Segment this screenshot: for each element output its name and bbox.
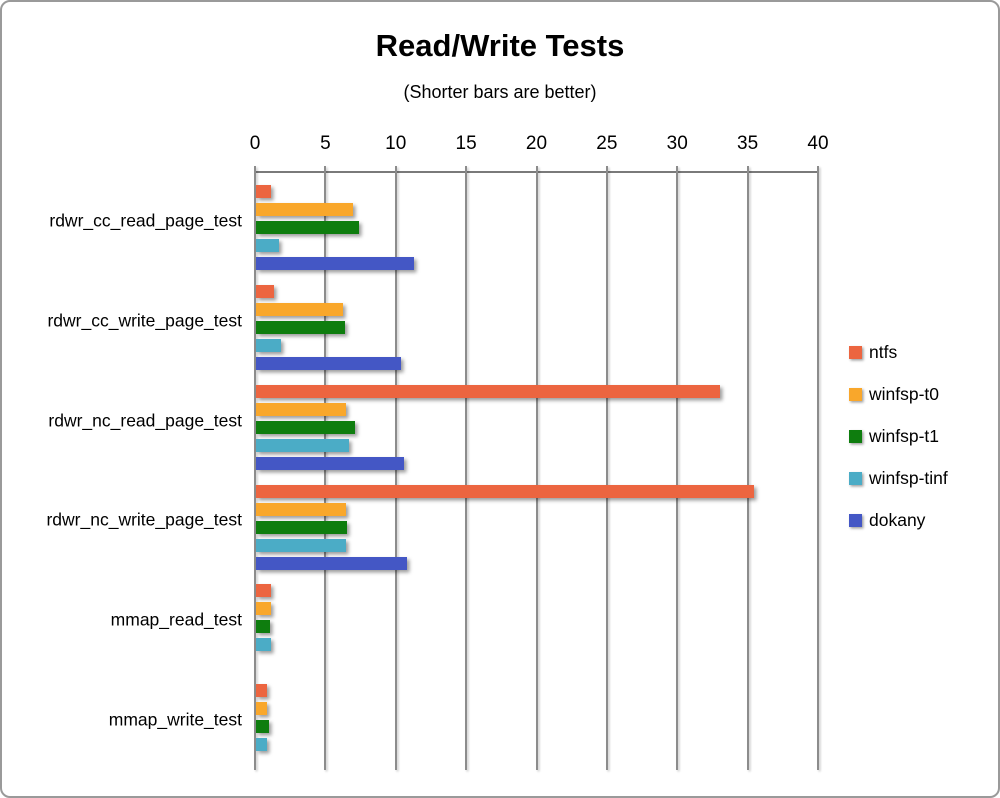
legend-item-winfsp-t1: winfsp-t1 [849, 425, 948, 446]
bar-winfsp-tinf [256, 339, 282, 352]
bar-winfsp-tinf [256, 539, 347, 552]
category-label: rdwr_nc_read_page_test [48, 410, 242, 431]
bar-dokany [256, 357, 401, 370]
bar-winfsp-tinf [256, 439, 349, 452]
bar-dokany [256, 257, 414, 270]
bar-dokany [256, 557, 407, 570]
bar-ntfs [256, 584, 272, 597]
category-label: mmap_write_test [108, 709, 242, 730]
x-tick-label: 15 [455, 133, 477, 154]
bar-winfsp-t1 [256, 521, 348, 534]
gridline [746, 166, 749, 770]
category-label: rdwr_nc_write_page_test [46, 509, 242, 530]
bar-ntfs [256, 485, 755, 498]
legend-item-winfsp-tinf: winfsp-tinf [849, 467, 948, 488]
gridline [676, 166, 679, 770]
legend-swatch-winfsp-t1 [849, 429, 862, 443]
legend-item-dokany: dokany [849, 509, 948, 530]
legend-label: ntfs [869, 341, 898, 362]
plot-area [254, 166, 819, 770]
legend-swatch-winfsp-t0 [849, 387, 862, 401]
legend-label: dokany [869, 509, 926, 530]
bar-ntfs [256, 684, 268, 697]
bar-winfsp-t0 [256, 702, 268, 715]
legend-item-ntfs: ntfs [849, 341, 948, 362]
chart-title: Read/Write Tests [375, 28, 625, 63]
bar-dokany [256, 457, 404, 470]
legend-swatch-ntfs [849, 345, 862, 359]
category-label: rdwr_cc_read_page_test [49, 210, 242, 231]
bar-winfsp-t1 [256, 620, 271, 633]
x-tick-label: 0 [249, 133, 261, 154]
legend-swatch-winfsp-tinf [849, 471, 862, 485]
bar-winfsp-t0 [256, 503, 347, 516]
gridline [535, 166, 538, 770]
bar-winfsp-t0 [256, 602, 272, 615]
x-tick-label: 20 [525, 133, 548, 154]
bar-winfsp-t1 [256, 221, 359, 234]
gridline [465, 166, 468, 770]
gridline [817, 166, 819, 770]
bar-ntfs [256, 185, 272, 198]
bar-ntfs [256, 285, 275, 298]
x-tick-label: 5 [320, 133, 331, 154]
legend-item-winfsp-t0: winfsp-t0 [849, 383, 948, 404]
x-tick-label: 10 [385, 133, 407, 154]
legend-label: winfsp-tinf [869, 467, 948, 488]
bar-winfsp-tinf [256, 738, 268, 751]
bar-winfsp-t0 [256, 403, 347, 416]
chart-subtitle: (Shorter bars are better) [403, 82, 597, 102]
category-axis: rdwr_cc_read_page_test rdwr_cc_write_page… [2, 171, 242, 770]
gridline [605, 166, 608, 770]
bar-winfsp-t1 [256, 421, 355, 434]
category-label: rdwr_cc_write_page_test [47, 310, 242, 331]
legend-label: winfsp-t1 [869, 425, 940, 446]
legend-label: winfsp-t0 [869, 383, 940, 404]
x-axis: 0 5 10 15 20 25 30 35 40 [250, 133, 829, 159]
x-tick-label: 40 [807, 133, 829, 154]
bar-winfsp-t1 [256, 321, 345, 334]
bar-winfsp-t0 [256, 203, 354, 216]
legend-swatch-dokany [849, 513, 862, 527]
category-label: mmap_read_test [110, 609, 242, 630]
bar-ntfs [256, 385, 721, 398]
x-tick-label: 25 [596, 133, 618, 154]
gridline [254, 166, 256, 770]
legend: ntfs winfsp-t0 winfsp-t1 winfsp-tinf dokany [849, 341, 948, 553]
x-tick-label: 35 [737, 133, 759, 154]
bar-winfsp-tinf [256, 239, 279, 252]
x-tick-label: 30 [666, 133, 688, 154]
bar-winfsp-t0 [256, 303, 344, 316]
bar-winfsp-tinf [256, 638, 272, 651]
bar-winfsp-t1 [256, 720, 269, 733]
